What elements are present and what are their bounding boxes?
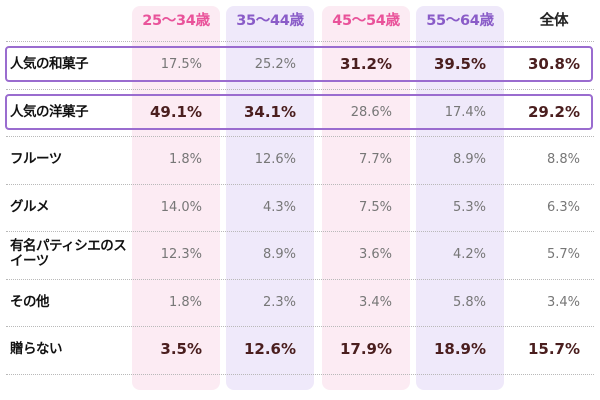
row-label: グルメ [10, 198, 50, 215]
row-label: 贈らない [10, 340, 63, 357]
data-cell: 30.8% [527, 55, 580, 73]
data-cell: 8.8% [546, 151, 580, 167]
data-cell: 3.5% [160, 340, 202, 358]
data-cell: 17.5% [160, 56, 202, 72]
data-cell: 6.3% [546, 199, 580, 215]
data-cell: 25.2% [254, 56, 296, 72]
row-divider [6, 374, 594, 375]
row-divider [6, 89, 594, 90]
data-cell: 17.4% [444, 104, 486, 120]
row-divider [6, 231, 594, 232]
data-cell: 4.2% [452, 246, 486, 262]
data-cell: 39.5% [433, 55, 486, 73]
row-divider [6, 326, 594, 327]
row-divider [6, 41, 594, 42]
data-cell: 5.8% [452, 294, 486, 310]
data-cell: 12.6% [243, 340, 296, 358]
data-cell: 8.9% [262, 246, 296, 262]
data-cell: 5.3% [452, 199, 486, 215]
data-cell: 15.7% [527, 340, 580, 358]
data-cell: 4.3% [262, 199, 296, 215]
data-cell: 3.4% [358, 294, 392, 310]
row-label: フルーツ [10, 150, 62, 167]
data-cell: 14.0% [160, 199, 202, 215]
data-cell: 3.4% [546, 294, 580, 310]
data-cell: 17.9% [339, 340, 392, 358]
column-header: 全体 [539, 13, 569, 29]
column-header: 35〜44歳 [236, 13, 304, 29]
data-cell: 8.9% [452, 151, 486, 167]
data-cell: 2.3% [262, 294, 296, 310]
data-cell: 7.5% [358, 199, 392, 215]
data-cell: 12.3% [160, 246, 202, 262]
data-cell: 12.6% [254, 151, 296, 167]
data-cell: 31.2% [339, 55, 392, 73]
data-cell: 18.9% [433, 340, 486, 358]
column-header: 45〜54歳 [332, 13, 400, 29]
data-cell: 1.8% [168, 151, 202, 167]
row-label: その他 [10, 293, 50, 310]
row-label: 人気の和菓子 [10, 55, 89, 72]
row-label: 人気の洋菓子 [10, 103, 89, 120]
data-cell: 5.7% [546, 246, 580, 262]
row-label: 有名パティシエのスイーツ [10, 238, 127, 269]
data-cell: 1.8% [168, 294, 202, 310]
data-cell: 7.7% [358, 151, 392, 167]
column-header: 55〜64歳 [426, 13, 494, 29]
data-cell: 49.1% [149, 103, 202, 121]
row-divider [6, 279, 594, 280]
data-cell: 3.6% [358, 246, 392, 262]
row-divider [6, 136, 594, 137]
data-cell: 28.6% [350, 104, 392, 120]
data-cell: 34.1% [243, 103, 296, 121]
row-highlight [5, 46, 593, 82]
row-divider [6, 184, 594, 185]
data-cell: 29.2% [527, 103, 580, 121]
row-highlight [5, 94, 593, 130]
column-header: 25〜34歳 [142, 13, 210, 29]
